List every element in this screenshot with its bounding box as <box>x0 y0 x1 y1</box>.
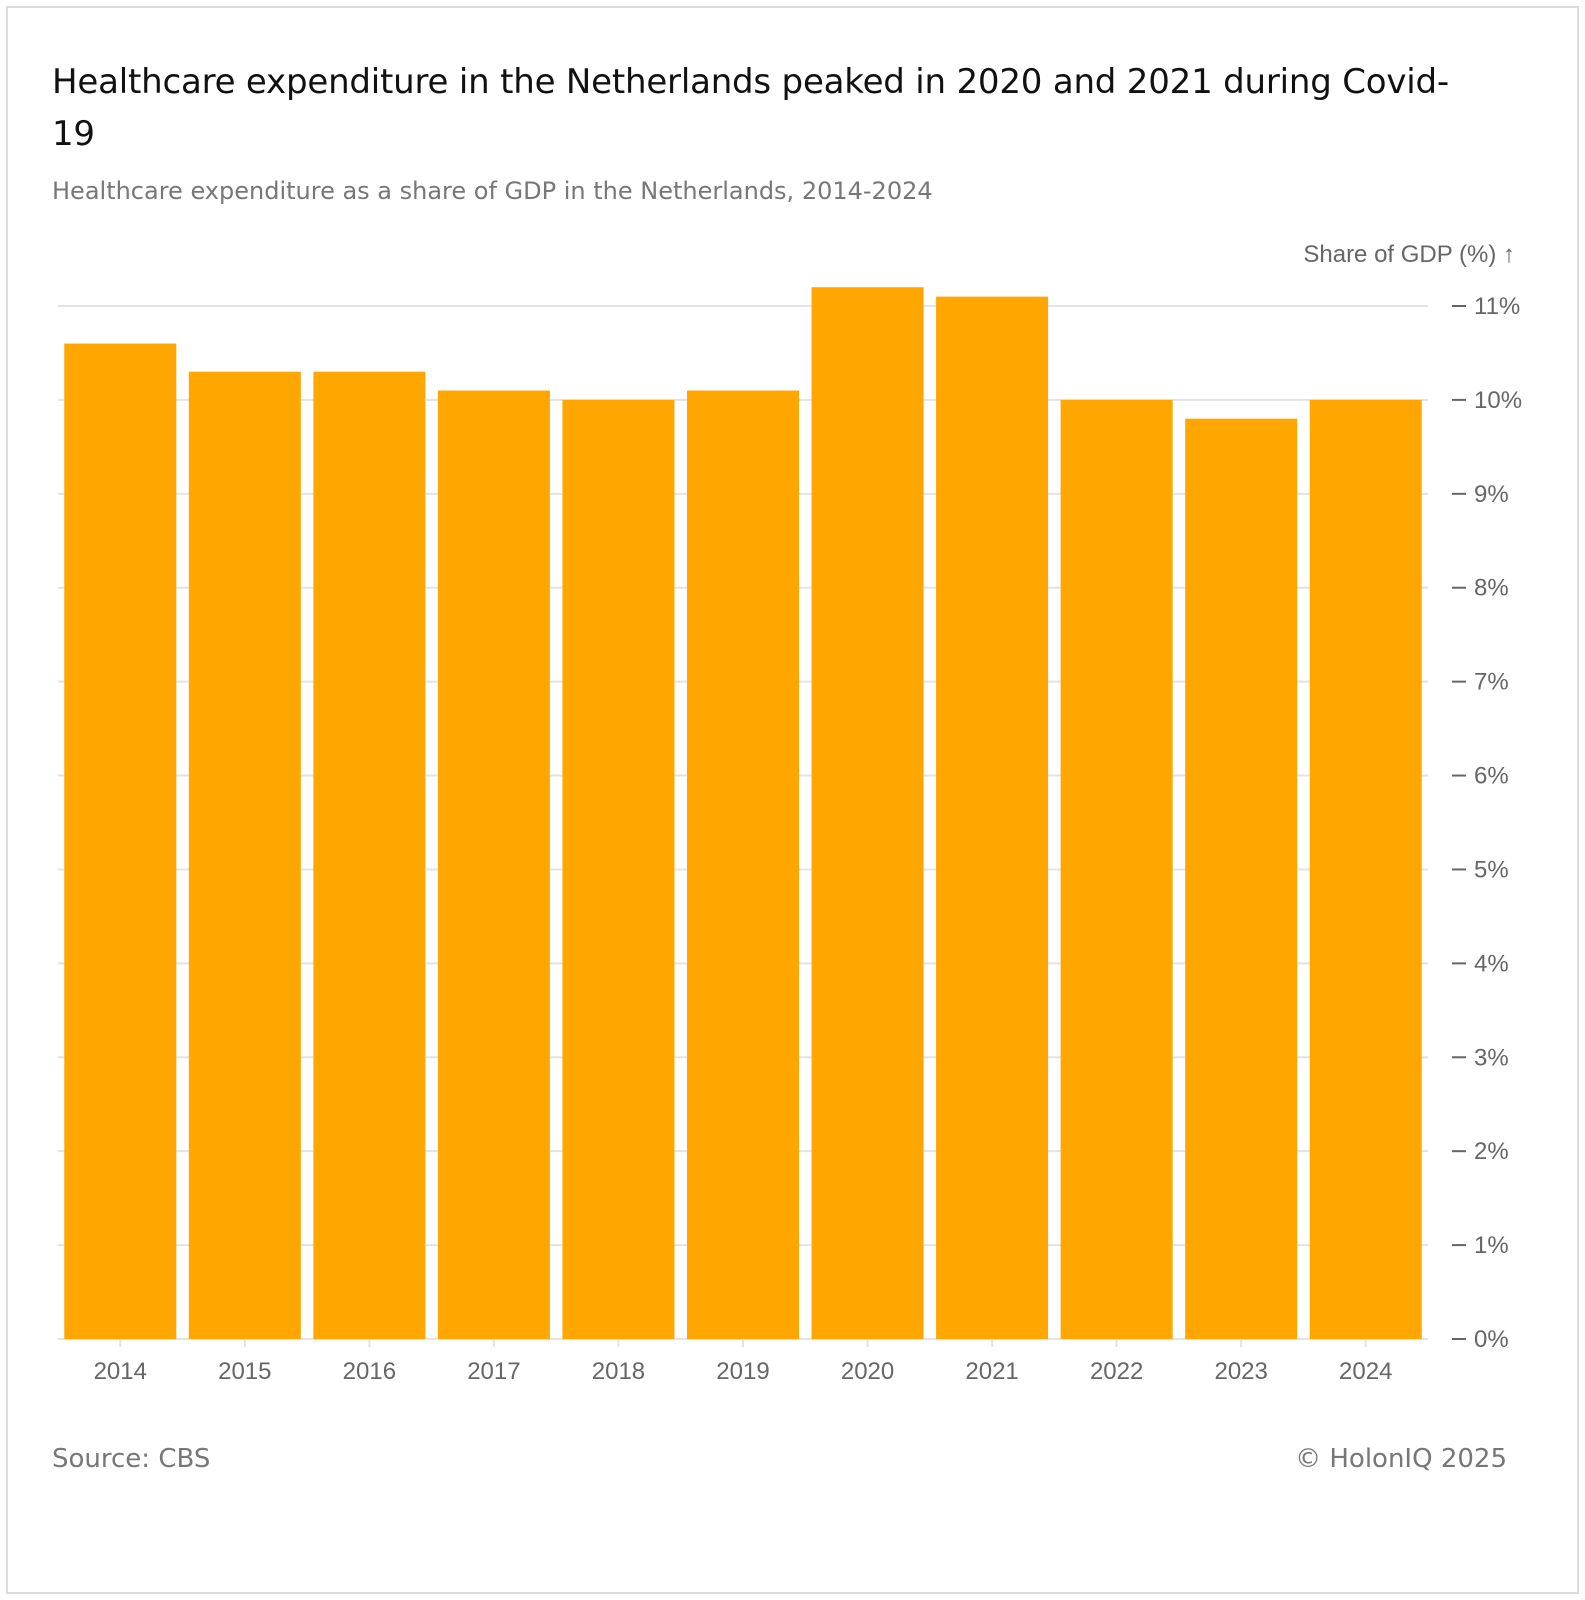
x-tick-label: 2015 <box>218 1358 271 1385</box>
bar-2024 <box>1309 399 1422 1340</box>
bars <box>64 287 1422 1340</box>
y-tick-label: 0% <box>1474 1326 1509 1353</box>
bar-2022 <box>1060 399 1173 1340</box>
y-tick-label: 1% <box>1474 1232 1509 1259</box>
bar-2018 <box>562 399 675 1340</box>
bar-2015 <box>188 371 301 1340</box>
bar-2016 <box>313 371 426 1340</box>
copyright-note: © HolonIQ 2025 <box>1295 1444 1507 1474</box>
y-tick-label: 7% <box>1474 669 1509 696</box>
x-tick-label: 2021 <box>965 1358 1018 1385</box>
y-tick-label: 3% <box>1474 1044 1509 1071</box>
x-tick-label: 2024 <box>1339 1358 1392 1385</box>
source-note: Source: CBS <box>52 1444 211 1474</box>
bar-2023 <box>1185 418 1298 1339</box>
y-tick-label: 5% <box>1474 856 1509 883</box>
y-tick-label: 10% <box>1474 387 1522 414</box>
x-tick-label: 2022 <box>1090 1358 1143 1385</box>
x-tick-label: 2014 <box>94 1358 147 1385</box>
bar-2020 <box>811 287 924 1340</box>
y-tick-label: 4% <box>1474 950 1509 977</box>
chart-subtitle: Healthcare expenditure as a share of GDP… <box>52 177 933 205</box>
y-tick-label: 9% <box>1474 481 1509 508</box>
y-tick-label: 2% <box>1474 1138 1509 1165</box>
x-tick-label: 2019 <box>716 1358 769 1385</box>
y-axis: 0% 1% 2% 3% 4% 5% 6% 7% 8% 9% 10% 11% <box>1452 293 1522 1353</box>
bar-2017 <box>437 390 550 1339</box>
y-axis-label: Share of GDP (%) ↑ <box>1303 241 1515 268</box>
x-axis: 2014 2015 2016 2017 2018 2019 2020 2021 2022 2023… <box>94 1339 1392 1385</box>
x-tick-label: 2018 <box>592 1358 645 1385</box>
x-tick-label: 2020 <box>841 1358 894 1385</box>
x-tick-label: 2016 <box>343 1358 396 1385</box>
bar-2021 <box>936 296 1049 1339</box>
y-tick-label: 8% <box>1474 575 1509 602</box>
bar-2019 <box>687 390 799 1339</box>
bar-2014 <box>64 343 177 1340</box>
x-tick-label: 2017 <box>467 1358 520 1385</box>
x-tick-label: 2023 <box>1214 1358 1267 1385</box>
y-tick-label: 6% <box>1474 763 1509 790</box>
y-tick-label: 11% <box>1474 293 1520 320</box>
chart-title: Healthcare expenditure in the Netherland… <box>52 62 1449 154</box>
